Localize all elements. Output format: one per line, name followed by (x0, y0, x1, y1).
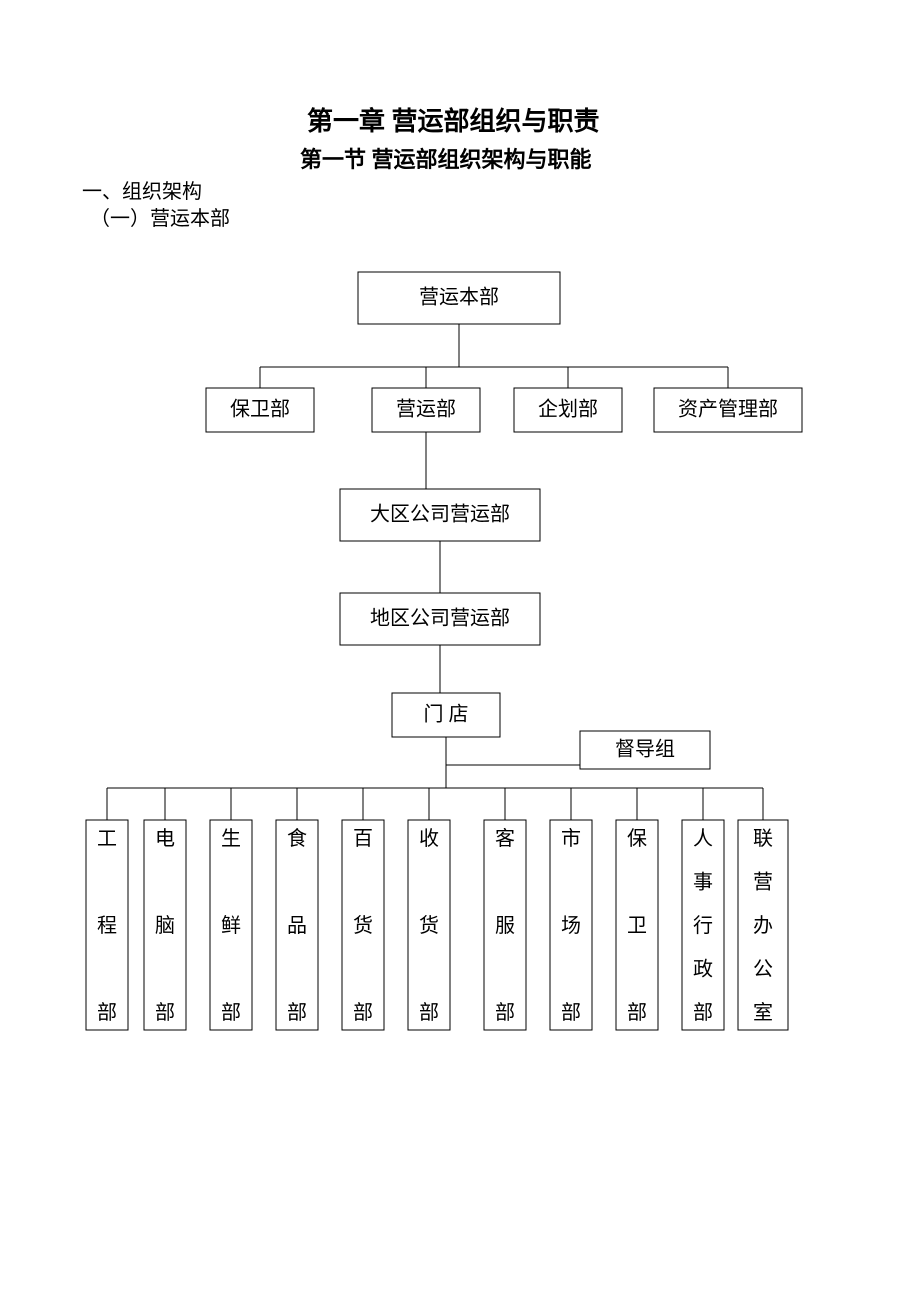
svg-text:部: 部 (155, 1001, 175, 1024)
svg-text:场: 场 (561, 914, 581, 937)
svg-text:人: 人 (693, 827, 713, 850)
svg-text:生: 生 (221, 827, 241, 850)
svg-text:部: 部 (561, 1001, 581, 1024)
svg-text:大区公司营运部: 大区公司营运部 (370, 503, 510, 526)
svg-text:营运部: 营运部 (396, 398, 456, 421)
svg-text:保卫部: 保卫部 (230, 398, 290, 421)
svg-text:门 店: 门 店 (424, 703, 469, 726)
svg-text:客: 客 (495, 827, 515, 850)
svg-text:企划部: 企划部 (538, 398, 598, 421)
svg-text:保: 保 (627, 827, 647, 850)
svg-text:货: 货 (353, 914, 373, 937)
svg-text:脑: 脑 (155, 914, 175, 937)
svg-text:鲜: 鲜 (221, 914, 241, 937)
svg-text:部: 部 (693, 1001, 713, 1024)
svg-text:百: 百 (353, 828, 373, 850)
svg-text:服: 服 (495, 915, 515, 937)
svg-text:政: 政 (693, 958, 713, 981)
svg-text:联: 联 (753, 827, 773, 850)
svg-text:收: 收 (419, 827, 439, 850)
svg-text:事: 事 (693, 871, 713, 894)
page: 第一章 营运部组织与职责 第一节 营运部组织架构与职能 一、组织架构 （一）营运… (0, 0, 920, 1302)
svg-text:市: 市 (561, 827, 581, 850)
svg-text:品: 品 (287, 915, 307, 937)
svg-text:督导组: 督导组 (615, 738, 675, 761)
svg-text:部: 部 (353, 1001, 373, 1024)
svg-text:货: 货 (419, 914, 439, 937)
svg-text:程: 程 (97, 914, 117, 937)
svg-text:部: 部 (97, 1001, 117, 1024)
svg-text:部: 部 (287, 1001, 307, 1024)
org-chart: 营运本部保卫部营运部企划部资产管理部大区公司营运部地区公司营运部门 店督导组工程… (0, 0, 920, 1302)
svg-text:食: 食 (287, 827, 307, 850)
svg-text:工: 工 (97, 828, 117, 850)
svg-text:部: 部 (627, 1001, 647, 1024)
svg-text:办: 办 (753, 914, 773, 937)
svg-text:电: 电 (155, 827, 175, 850)
svg-text:部: 部 (495, 1001, 515, 1024)
svg-text:部: 部 (221, 1001, 241, 1024)
svg-text:资产管理部: 资产管理部 (678, 398, 778, 421)
svg-text:营运本部: 营运本部 (419, 286, 499, 309)
svg-text:卫: 卫 (627, 915, 647, 937)
svg-text:公: 公 (753, 959, 773, 981)
svg-text:地区公司营运部: 地区公司营运部 (370, 607, 510, 630)
svg-text:行: 行 (693, 914, 713, 937)
svg-text:部: 部 (419, 1001, 439, 1024)
svg-text:室: 室 (753, 1001, 773, 1024)
svg-text:营: 营 (753, 871, 773, 894)
